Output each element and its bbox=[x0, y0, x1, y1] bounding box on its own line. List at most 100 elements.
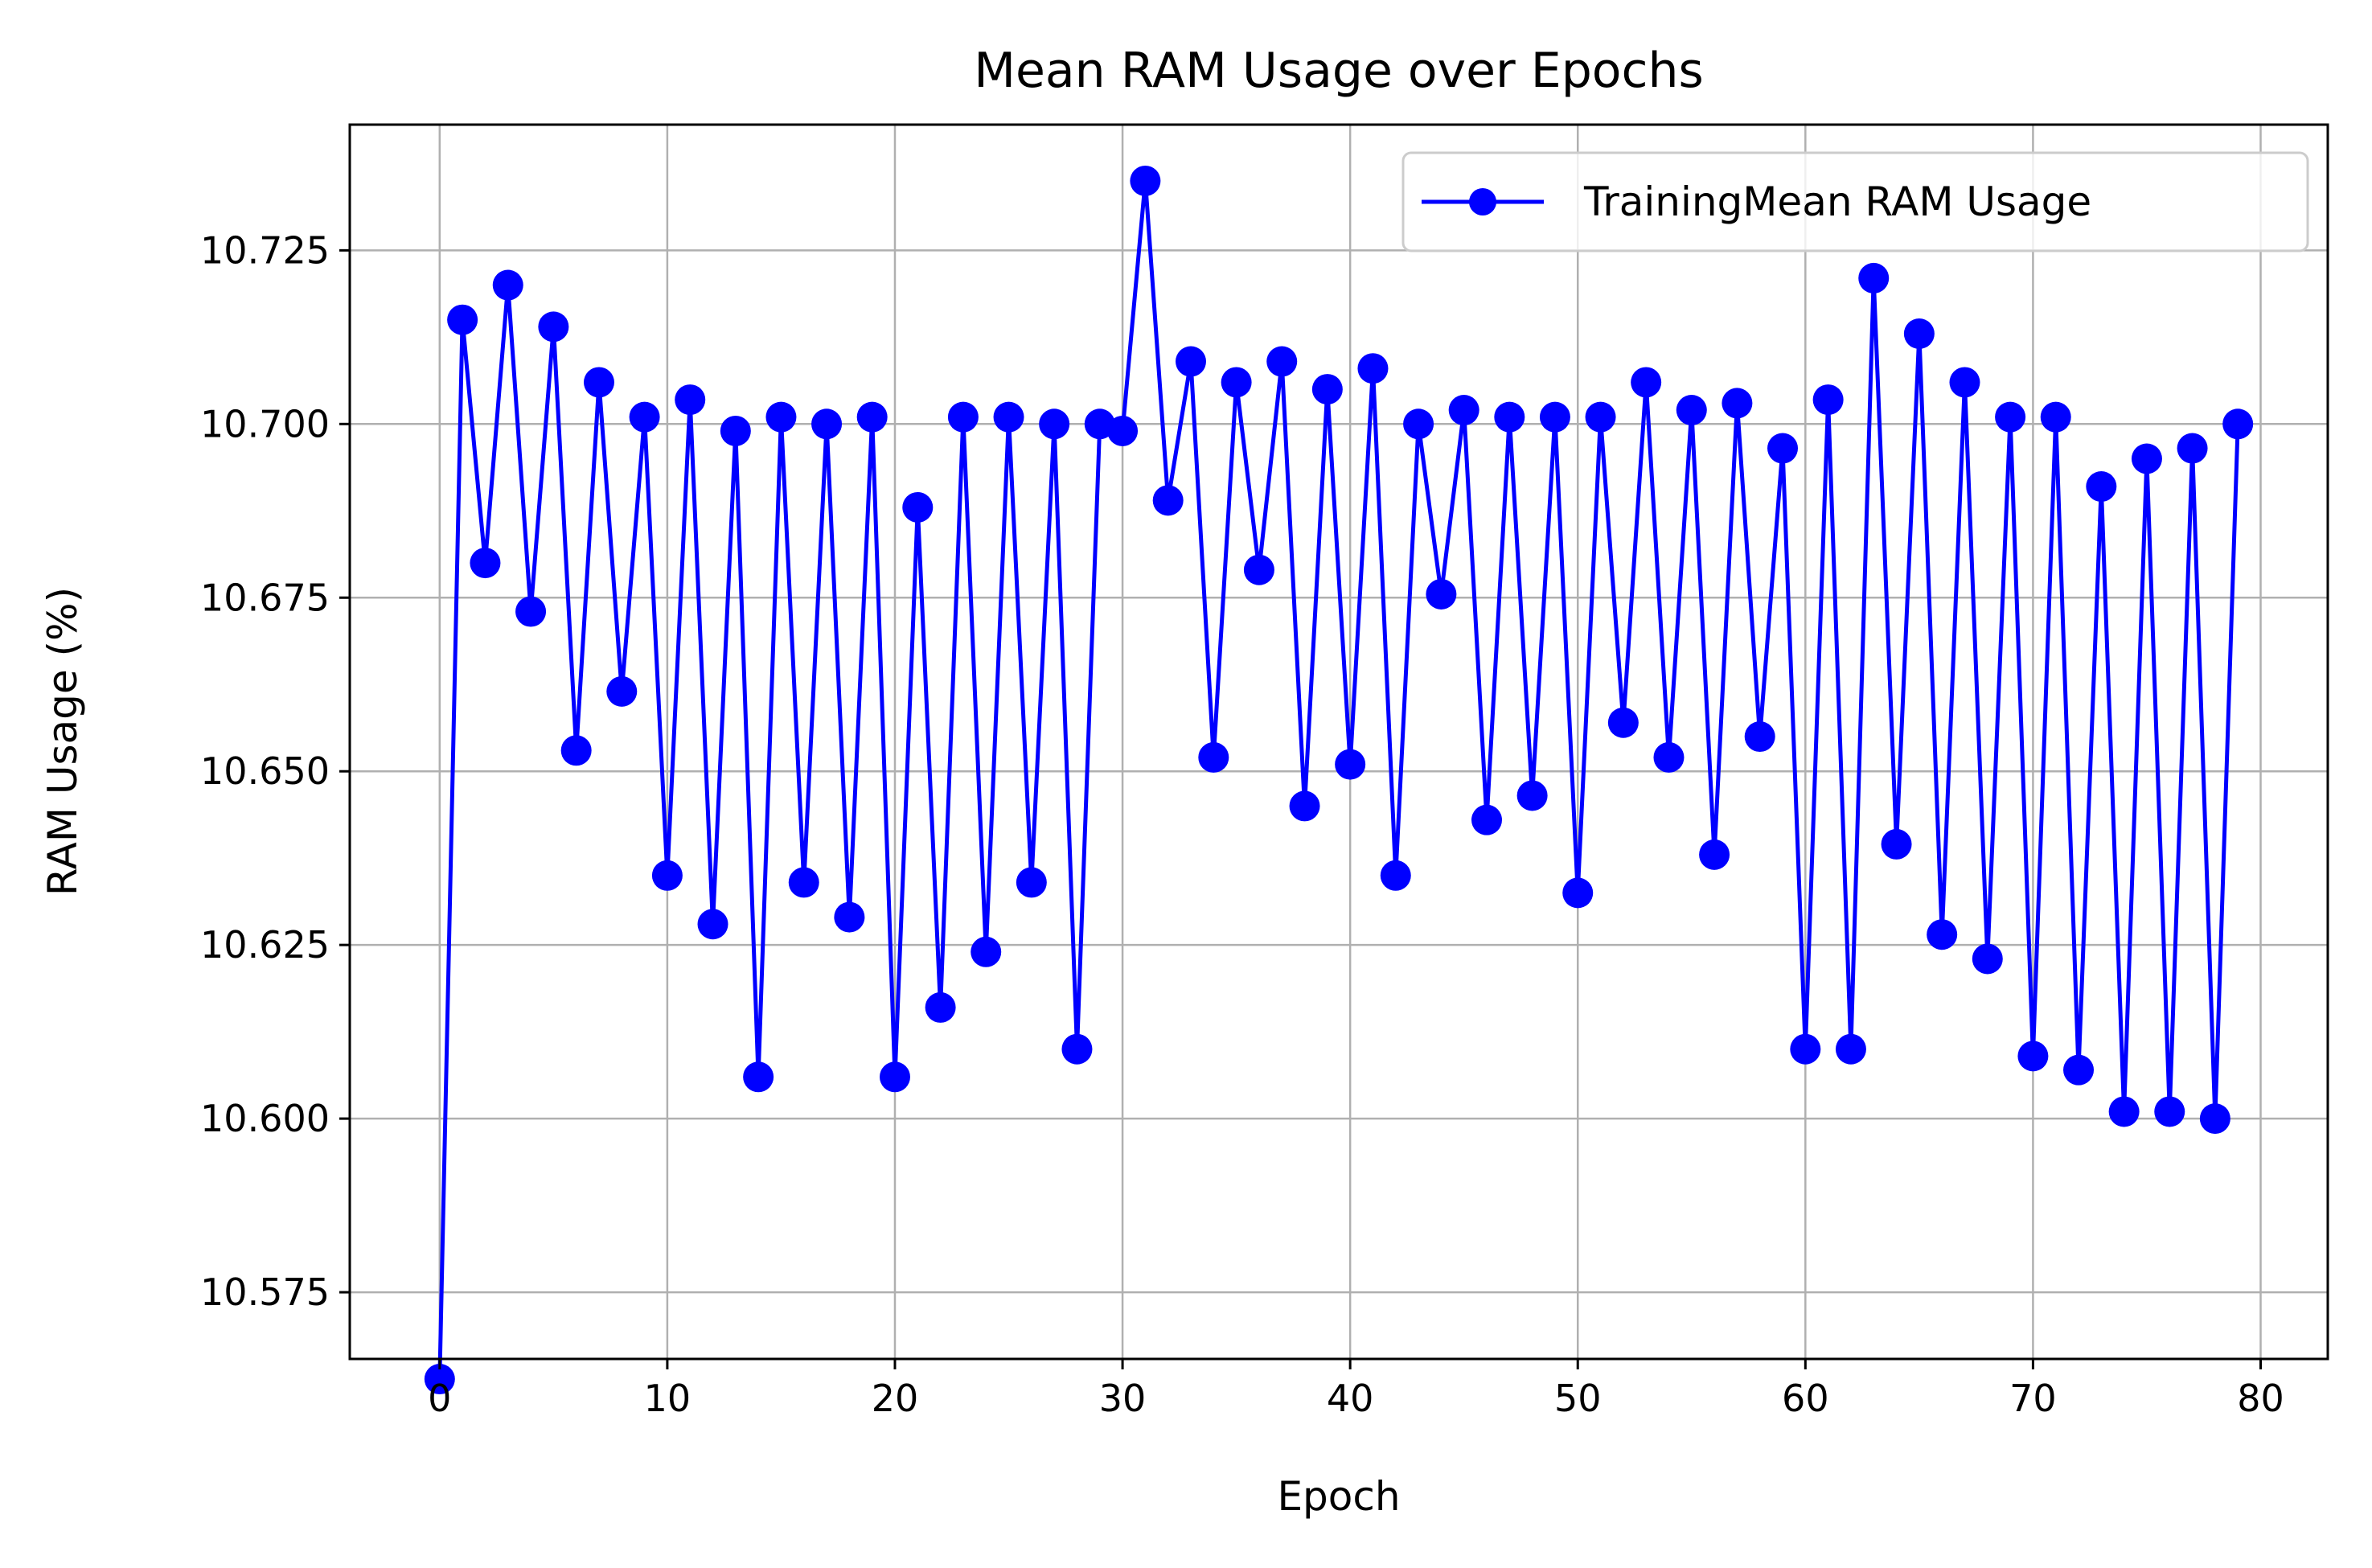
x-tick-label: 40 bbox=[1327, 1377, 1374, 1420]
data-point bbox=[788, 867, 819, 898]
data-point bbox=[2108, 1096, 2140, 1127]
x-tick-label: 70 bbox=[2009, 1377, 2057, 1420]
data-point bbox=[1311, 374, 1343, 405]
data-point bbox=[743, 1061, 774, 1093]
data-point bbox=[1494, 401, 1525, 433]
y-tick-label: 10.650 bbox=[200, 749, 330, 793]
data-point bbox=[583, 367, 614, 398]
data-point bbox=[1722, 388, 1753, 419]
data-point bbox=[1607, 707, 1639, 738]
x-tick-label: 10 bbox=[644, 1377, 691, 1420]
data-point bbox=[1471, 804, 1503, 835]
data-point bbox=[1539, 401, 1570, 433]
data-point bbox=[1835, 1033, 1866, 1065]
plot-frame bbox=[348, 123, 2329, 1361]
data-point bbox=[947, 401, 979, 433]
data-point bbox=[538, 311, 569, 343]
series-line bbox=[437, 179, 2240, 1380]
data-point bbox=[2063, 1054, 2095, 1086]
data-point bbox=[629, 401, 660, 433]
data-point bbox=[1744, 721, 1775, 753]
data-point bbox=[1357, 353, 1389, 384]
data-point bbox=[1175, 346, 1206, 377]
legend-label: TrainingMean RAM Usage bbox=[1583, 179, 2091, 225]
data-point bbox=[2086, 471, 2117, 503]
data-point bbox=[1881, 828, 1912, 860]
data-point bbox=[1699, 839, 1730, 870]
data-point bbox=[1585, 401, 1616, 433]
data-point bbox=[1403, 408, 1434, 440]
data-point bbox=[2199, 1103, 2230, 1135]
data-point bbox=[1631, 367, 1662, 398]
legend-box bbox=[1401, 151, 2309, 252]
data-point bbox=[971, 936, 1002, 967]
x-tick-label: 60 bbox=[1782, 1377, 1829, 1420]
data-point bbox=[720, 415, 751, 446]
y-tick-label: 10.600 bbox=[200, 1097, 330, 1140]
data-point bbox=[424, 1364, 455, 1395]
chart-title: Mean RAM Usage over Epochs bbox=[974, 43, 1704, 99]
data-point bbox=[856, 401, 888, 433]
legend: TrainingMean RAM Usage bbox=[1401, 151, 2309, 252]
data-point bbox=[1243, 554, 1274, 585]
series-layer bbox=[424, 165, 2254, 1395]
data-point bbox=[1767, 433, 1799, 464]
data-point bbox=[1107, 415, 1139, 446]
x-tick-label: 20 bbox=[872, 1377, 919, 1420]
data-point bbox=[1949, 367, 1980, 398]
data-point bbox=[651, 860, 683, 891]
y-tick-label: 10.725 bbox=[200, 228, 330, 272]
x-axis-label: Epoch bbox=[1277, 1473, 1400, 1520]
data-point bbox=[2177, 433, 2208, 464]
data-point bbox=[1380, 860, 1411, 891]
data-point bbox=[765, 401, 797, 433]
data-point bbox=[811, 408, 843, 440]
plot-area bbox=[350, 125, 2328, 1359]
data-point bbox=[1972, 943, 2003, 975]
data-point bbox=[1130, 165, 1161, 196]
data-point bbox=[993, 401, 1024, 433]
x-tick-label: 50 bbox=[1554, 1377, 1602, 1420]
data-point bbox=[1790, 1033, 1821, 1065]
y-tick-label: 10.675 bbox=[200, 576, 330, 619]
data-point bbox=[1266, 346, 1298, 377]
data-point bbox=[1198, 741, 1229, 773]
data-point bbox=[2131, 443, 2162, 474]
data-point bbox=[470, 548, 501, 579]
y-axis-ticks: 10.575 10.600 10.625 10.650 10.675 10.700 10.7… bbox=[200, 228, 350, 1314]
x-tick-label: 30 bbox=[1099, 1377, 1147, 1420]
data-point bbox=[2222, 408, 2254, 440]
data-point bbox=[1221, 367, 1252, 398]
data-point bbox=[1903, 318, 1935, 350]
data-point bbox=[879, 1061, 910, 1093]
data-point bbox=[2154, 1096, 2185, 1127]
data-point bbox=[1039, 408, 1070, 440]
y-tick-label: 10.625 bbox=[200, 923, 330, 967]
data-point bbox=[697, 909, 728, 940]
data-point bbox=[1676, 395, 1707, 426]
data-point bbox=[447, 304, 478, 335]
data-point bbox=[1812, 384, 1844, 416]
data-point bbox=[1152, 485, 1184, 516]
data-point bbox=[1516, 780, 1548, 811]
data-point bbox=[606, 675, 638, 707]
data-point bbox=[2040, 401, 2071, 433]
data-point bbox=[1653, 741, 1685, 773]
data-point bbox=[675, 384, 706, 416]
data-point bbox=[515, 596, 547, 627]
data-point bbox=[492, 269, 523, 301]
data-point bbox=[1289, 790, 1320, 822]
legend-marker-sample bbox=[1469, 188, 1496, 215]
data-point bbox=[1995, 401, 2026, 433]
data-point bbox=[1426, 578, 1457, 610]
data-point bbox=[1448, 395, 1479, 426]
data-point bbox=[902, 491, 934, 523]
data-point bbox=[925, 991, 956, 1023]
data-point bbox=[1927, 919, 1958, 950]
data-point bbox=[1061, 1033, 1093, 1065]
data-point bbox=[1016, 867, 1047, 898]
data-point bbox=[834, 901, 865, 933]
y-tick-label: 10.575 bbox=[200, 1270, 330, 1314]
x-axis-ticks: 0 10 20 30 40 50 60 70 80 bbox=[428, 1359, 2284, 1420]
